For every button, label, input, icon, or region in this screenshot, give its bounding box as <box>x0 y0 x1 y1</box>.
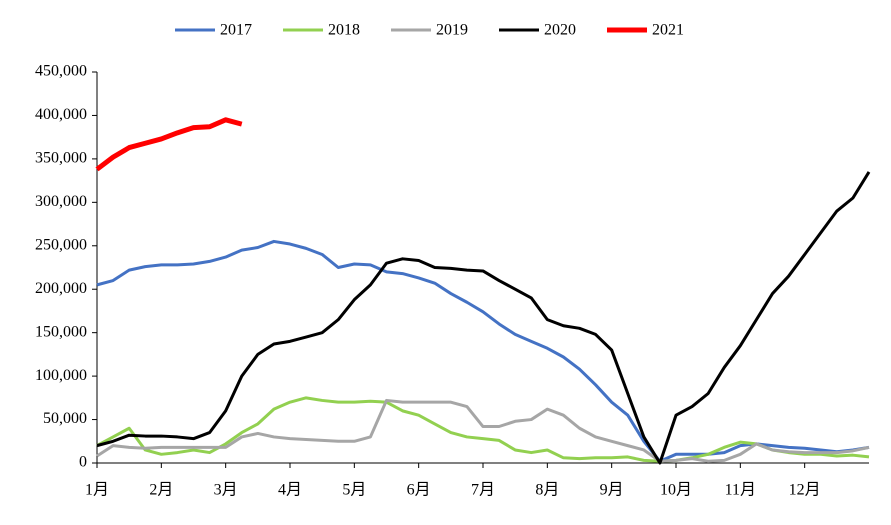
x-tick-label: 10月 <box>660 482 692 499</box>
x-tick-label: 3月 <box>214 482 238 499</box>
line-series <box>96 396 870 463</box>
x-tick-label: 6月 <box>407 482 431 499</box>
y-tick-label: 0 <box>79 454 87 471</box>
y-tick-label: 100,000 <box>35 367 87 384</box>
y-tick-label: 350,000 <box>35 150 87 167</box>
x-tick-label: 11月 <box>725 482 756 499</box>
x-tick-label: 5月 <box>342 482 366 499</box>
x-tick-label: 12月 <box>789 482 821 499</box>
x-tick-label: 8月 <box>535 482 559 499</box>
x-tick-label: 4月 <box>278 482 302 499</box>
line-series <box>96 239 870 463</box>
line-series <box>95 117 243 172</box>
y-tick-label: 50,000 <box>43 410 87 427</box>
y-tick-label: 200,000 <box>35 280 87 297</box>
y-tick-label: 250,000 <box>35 236 87 253</box>
legend-label: 2021 <box>652 22 684 39</box>
x-tick-label: 7月 <box>471 482 495 499</box>
line-series <box>96 398 870 463</box>
x-tick-label: 9月 <box>600 482 624 499</box>
y-tick-label: 450,000 <box>35 63 87 80</box>
legend-label: 2017 <box>220 22 252 39</box>
y-tick-label: 150,000 <box>35 323 87 340</box>
y-tick-label: 400,000 <box>35 106 87 123</box>
legend-label: 2020 <box>544 22 576 39</box>
x-tick-label: 1月 <box>85 482 109 499</box>
x-tick-label: 2月 <box>149 482 173 499</box>
y-tick-label: 300,000 <box>35 193 87 210</box>
line-series <box>96 171 871 465</box>
legend-label: 2019 <box>436 22 468 39</box>
legend-label: 2018 <box>328 22 360 39</box>
